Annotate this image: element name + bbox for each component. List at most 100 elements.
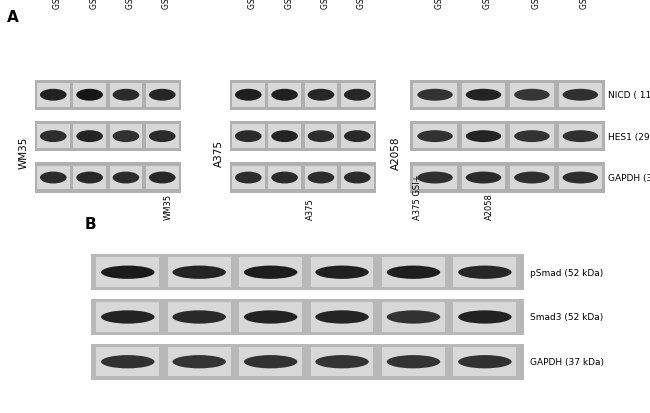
- Ellipse shape: [101, 311, 155, 324]
- FancyBboxPatch shape: [510, 83, 554, 107]
- Ellipse shape: [307, 90, 334, 102]
- Ellipse shape: [235, 172, 261, 184]
- FancyBboxPatch shape: [305, 166, 337, 190]
- FancyBboxPatch shape: [229, 163, 376, 193]
- Text: Smad3 (52 kDa): Smad3 (52 kDa): [530, 313, 603, 322]
- Text: GSI- TGFβ-: GSI- TGFβ-: [435, 0, 444, 9]
- FancyBboxPatch shape: [229, 80, 376, 111]
- Ellipse shape: [458, 266, 512, 279]
- FancyBboxPatch shape: [96, 347, 159, 377]
- FancyBboxPatch shape: [168, 258, 231, 287]
- Ellipse shape: [307, 172, 334, 184]
- Ellipse shape: [307, 131, 334, 143]
- Text: pSmad (52 kDa): pSmad (52 kDa): [530, 268, 603, 277]
- FancyBboxPatch shape: [341, 166, 374, 190]
- Text: GSI+ TGFβ+: GSI+ TGFβ+: [358, 0, 366, 9]
- Ellipse shape: [235, 90, 261, 102]
- Ellipse shape: [387, 266, 440, 279]
- Ellipse shape: [458, 311, 512, 324]
- Ellipse shape: [172, 266, 226, 279]
- Text: GSI- TGFβ-: GSI- TGFβ-: [248, 0, 257, 9]
- FancyBboxPatch shape: [311, 302, 374, 332]
- Text: WM35: WM35: [164, 194, 172, 220]
- Text: B: B: [84, 217, 96, 232]
- Ellipse shape: [149, 131, 176, 143]
- FancyBboxPatch shape: [559, 166, 602, 190]
- FancyBboxPatch shape: [239, 302, 302, 332]
- FancyBboxPatch shape: [413, 83, 457, 107]
- FancyBboxPatch shape: [413, 166, 457, 190]
- Ellipse shape: [76, 90, 103, 102]
- Ellipse shape: [466, 131, 501, 143]
- Ellipse shape: [344, 172, 370, 184]
- Text: A375: A375: [214, 139, 224, 166]
- FancyBboxPatch shape: [510, 125, 554, 149]
- FancyBboxPatch shape: [146, 166, 179, 190]
- Ellipse shape: [344, 90, 370, 102]
- Ellipse shape: [76, 172, 103, 184]
- FancyBboxPatch shape: [268, 166, 301, 190]
- Ellipse shape: [101, 355, 155, 368]
- Ellipse shape: [112, 172, 139, 184]
- FancyBboxPatch shape: [34, 163, 181, 193]
- FancyBboxPatch shape: [559, 83, 602, 107]
- FancyBboxPatch shape: [382, 258, 445, 287]
- Ellipse shape: [271, 172, 298, 184]
- FancyBboxPatch shape: [268, 83, 301, 107]
- Ellipse shape: [563, 172, 598, 184]
- Ellipse shape: [417, 172, 453, 184]
- Text: GSI- TGFβ-: GSI- TGFβ-: [53, 0, 62, 9]
- FancyBboxPatch shape: [34, 122, 181, 152]
- FancyBboxPatch shape: [232, 125, 265, 149]
- Ellipse shape: [40, 90, 66, 102]
- Ellipse shape: [458, 355, 512, 368]
- Text: GSI- TGFβ+: GSI- TGFβ+: [90, 0, 99, 9]
- FancyBboxPatch shape: [110, 125, 142, 149]
- FancyBboxPatch shape: [305, 83, 337, 107]
- FancyBboxPatch shape: [454, 302, 516, 332]
- FancyBboxPatch shape: [146, 83, 179, 107]
- Ellipse shape: [172, 355, 226, 368]
- Ellipse shape: [40, 172, 66, 184]
- Ellipse shape: [466, 90, 501, 102]
- FancyBboxPatch shape: [34, 80, 181, 111]
- Text: GSI+ TGFβ-: GSI+ TGFβ-: [126, 0, 135, 9]
- FancyBboxPatch shape: [37, 166, 70, 190]
- Ellipse shape: [315, 311, 369, 324]
- Text: GAPDH (37 kDa): GAPDH (37 kDa): [608, 173, 650, 183]
- FancyBboxPatch shape: [89, 299, 524, 335]
- Ellipse shape: [112, 90, 139, 102]
- FancyBboxPatch shape: [410, 163, 605, 193]
- FancyBboxPatch shape: [410, 80, 605, 111]
- FancyBboxPatch shape: [96, 302, 159, 332]
- FancyBboxPatch shape: [89, 255, 524, 290]
- Ellipse shape: [149, 172, 176, 184]
- Text: GSI+ TGFβ-: GSI+ TGFβ-: [532, 0, 541, 9]
- Ellipse shape: [514, 172, 550, 184]
- FancyBboxPatch shape: [305, 125, 337, 149]
- FancyBboxPatch shape: [462, 83, 505, 107]
- FancyBboxPatch shape: [341, 125, 374, 149]
- Ellipse shape: [514, 90, 550, 102]
- FancyBboxPatch shape: [73, 125, 106, 149]
- Ellipse shape: [315, 266, 369, 279]
- FancyBboxPatch shape: [168, 347, 231, 377]
- Ellipse shape: [271, 131, 298, 143]
- Ellipse shape: [244, 311, 297, 324]
- Ellipse shape: [149, 90, 176, 102]
- Ellipse shape: [387, 355, 440, 368]
- Text: GSI- TGFβ+: GSI- TGFβ+: [285, 0, 294, 9]
- Text: GSI+ TGFβ-: GSI+ TGFβ-: [321, 0, 330, 9]
- Ellipse shape: [40, 131, 66, 143]
- Text: GSI+ TGFβ+: GSI+ TGFβ+: [580, 0, 590, 9]
- FancyBboxPatch shape: [232, 166, 265, 190]
- FancyBboxPatch shape: [462, 166, 505, 190]
- FancyBboxPatch shape: [510, 166, 554, 190]
- Text: GAPDH (37 kDa): GAPDH (37 kDa): [530, 357, 604, 366]
- FancyBboxPatch shape: [382, 347, 445, 377]
- FancyBboxPatch shape: [73, 83, 106, 107]
- FancyBboxPatch shape: [462, 125, 505, 149]
- FancyBboxPatch shape: [454, 347, 516, 377]
- FancyBboxPatch shape: [559, 125, 602, 149]
- Ellipse shape: [563, 90, 598, 102]
